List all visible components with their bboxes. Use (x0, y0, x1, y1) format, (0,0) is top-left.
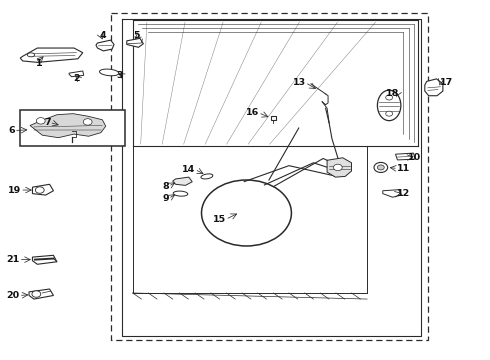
Polygon shape (29, 289, 53, 299)
Polygon shape (127, 39, 144, 47)
Circle shape (386, 111, 392, 116)
Ellipse shape (173, 191, 188, 196)
Circle shape (377, 165, 384, 170)
Text: 10: 10 (408, 153, 421, 162)
Text: 14: 14 (182, 165, 196, 174)
Text: 15: 15 (213, 215, 226, 224)
Circle shape (386, 95, 392, 100)
Polygon shape (327, 158, 351, 177)
Circle shape (32, 291, 41, 297)
Text: 20: 20 (7, 291, 20, 300)
Ellipse shape (201, 174, 213, 179)
Polygon shape (271, 116, 276, 120)
Polygon shape (425, 79, 443, 96)
Polygon shape (96, 40, 114, 51)
Polygon shape (32, 184, 53, 195)
Text: 6: 6 (8, 126, 15, 135)
Circle shape (83, 119, 92, 125)
Polygon shape (395, 153, 415, 160)
Polygon shape (69, 71, 84, 77)
Text: 11: 11 (397, 164, 410, 173)
Circle shape (374, 162, 388, 172)
Text: 7: 7 (44, 118, 50, 127)
Polygon shape (30, 114, 106, 138)
Text: 12: 12 (397, 189, 410, 198)
Ellipse shape (27, 53, 35, 57)
Polygon shape (172, 177, 192, 185)
Ellipse shape (377, 90, 401, 121)
Ellipse shape (99, 69, 119, 76)
Polygon shape (32, 255, 57, 264)
Circle shape (35, 187, 44, 193)
Polygon shape (20, 48, 83, 62)
Text: 1: 1 (35, 59, 42, 68)
Text: 18: 18 (386, 89, 399, 98)
Circle shape (333, 164, 342, 171)
Text: 16: 16 (246, 108, 259, 117)
Text: 4: 4 (100, 31, 107, 40)
Text: 2: 2 (73, 75, 80, 84)
Circle shape (36, 118, 45, 124)
FancyBboxPatch shape (20, 110, 125, 146)
Text: 19: 19 (8, 185, 21, 194)
Text: 9: 9 (163, 194, 169, 203)
Text: 5: 5 (133, 31, 140, 40)
Text: 8: 8 (163, 182, 169, 191)
Text: 17: 17 (440, 78, 453, 87)
Text: 21: 21 (6, 255, 20, 264)
Polygon shape (383, 190, 401, 197)
Text: 13: 13 (293, 78, 306, 87)
Text: 3: 3 (116, 71, 123, 80)
